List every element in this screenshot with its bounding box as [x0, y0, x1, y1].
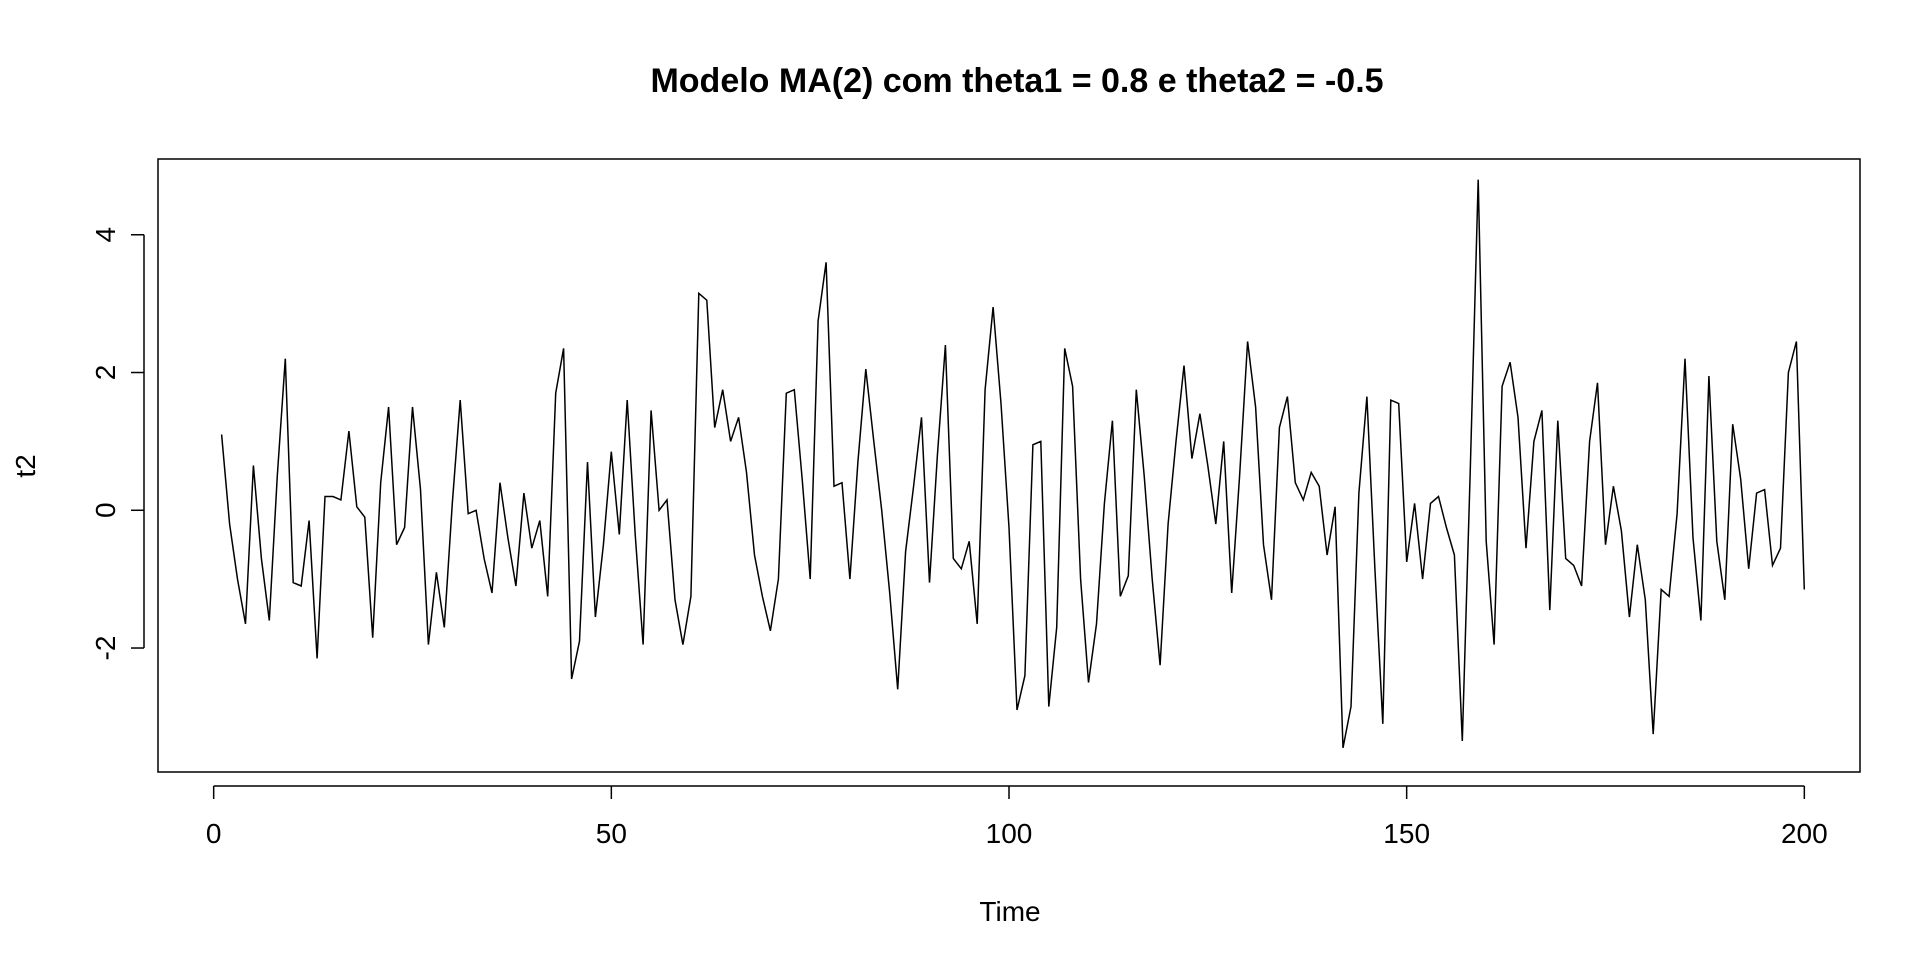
y-axis-label: t2 — [10, 454, 41, 477]
x-tick-label: 150 — [1383, 818, 1430, 849]
x-tick-label: 50 — [596, 818, 627, 849]
chart-title: Modelo MA(2) com theta1 = 0.8 e theta2 =… — [650, 62, 1383, 100]
x-tick-label: 200 — [1781, 818, 1828, 849]
y-tick-label: -2 — [90, 636, 121, 661]
x-tick-label: 0 — [206, 818, 222, 849]
x-axis: 0 50 100 150 200 — [206, 785, 1828, 849]
y-axis: -2 0 2 4 — [90, 227, 145, 661]
x-axis-label: Time — [979, 896, 1040, 927]
y-tick-label: 0 — [90, 502, 121, 518]
y-tick-label: 4 — [90, 227, 121, 243]
series-line — [220, 179, 1806, 749]
plot-frame — [157, 158, 1861, 773]
y-tick-label: 2 — [90, 365, 121, 381]
x-tick-label: 100 — [986, 818, 1033, 849]
